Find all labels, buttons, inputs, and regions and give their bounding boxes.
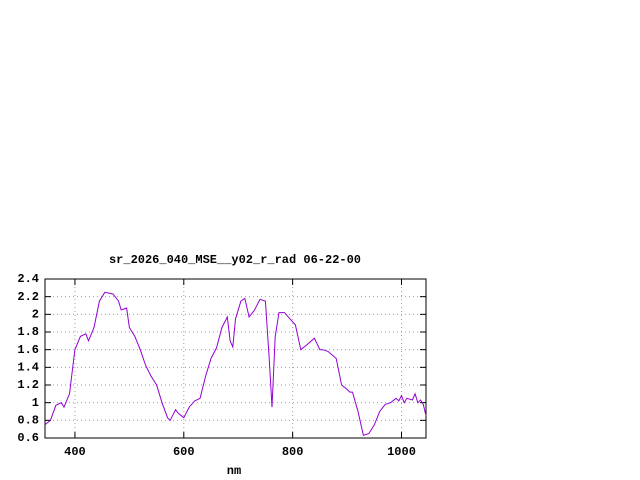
y-tick-label: 0.6 <box>17 431 39 445</box>
y-tick-label: 1.4 <box>17 361 39 375</box>
y-tick-label: 1.8 <box>17 325 39 339</box>
data-line <box>44 291 427 437</box>
y-tick-label: 0.8 <box>17 414 39 428</box>
x-axis-label: nm <box>227 464 241 478</box>
y-tick-label: 1 <box>32 396 39 410</box>
y-tick-label: 2 <box>32 308 39 322</box>
y-tick-label: 1.2 <box>17 378 39 392</box>
y-tick-label: 1.6 <box>17 343 39 357</box>
y-tick-label: 2.2 <box>17 290 39 304</box>
x-tick-label: 400 <box>64 445 86 459</box>
plot-frame <box>44 278 427 439</box>
x-tick-label: 1000 <box>387 445 416 459</box>
chart-title: sr_2026_040_MSE__y02_r_rad 06-22-00 <box>109 253 361 267</box>
y-tick-label: 2.4 <box>17 272 39 286</box>
x-tick-label: 800 <box>282 445 304 459</box>
x-tick-label: 600 <box>173 445 195 459</box>
